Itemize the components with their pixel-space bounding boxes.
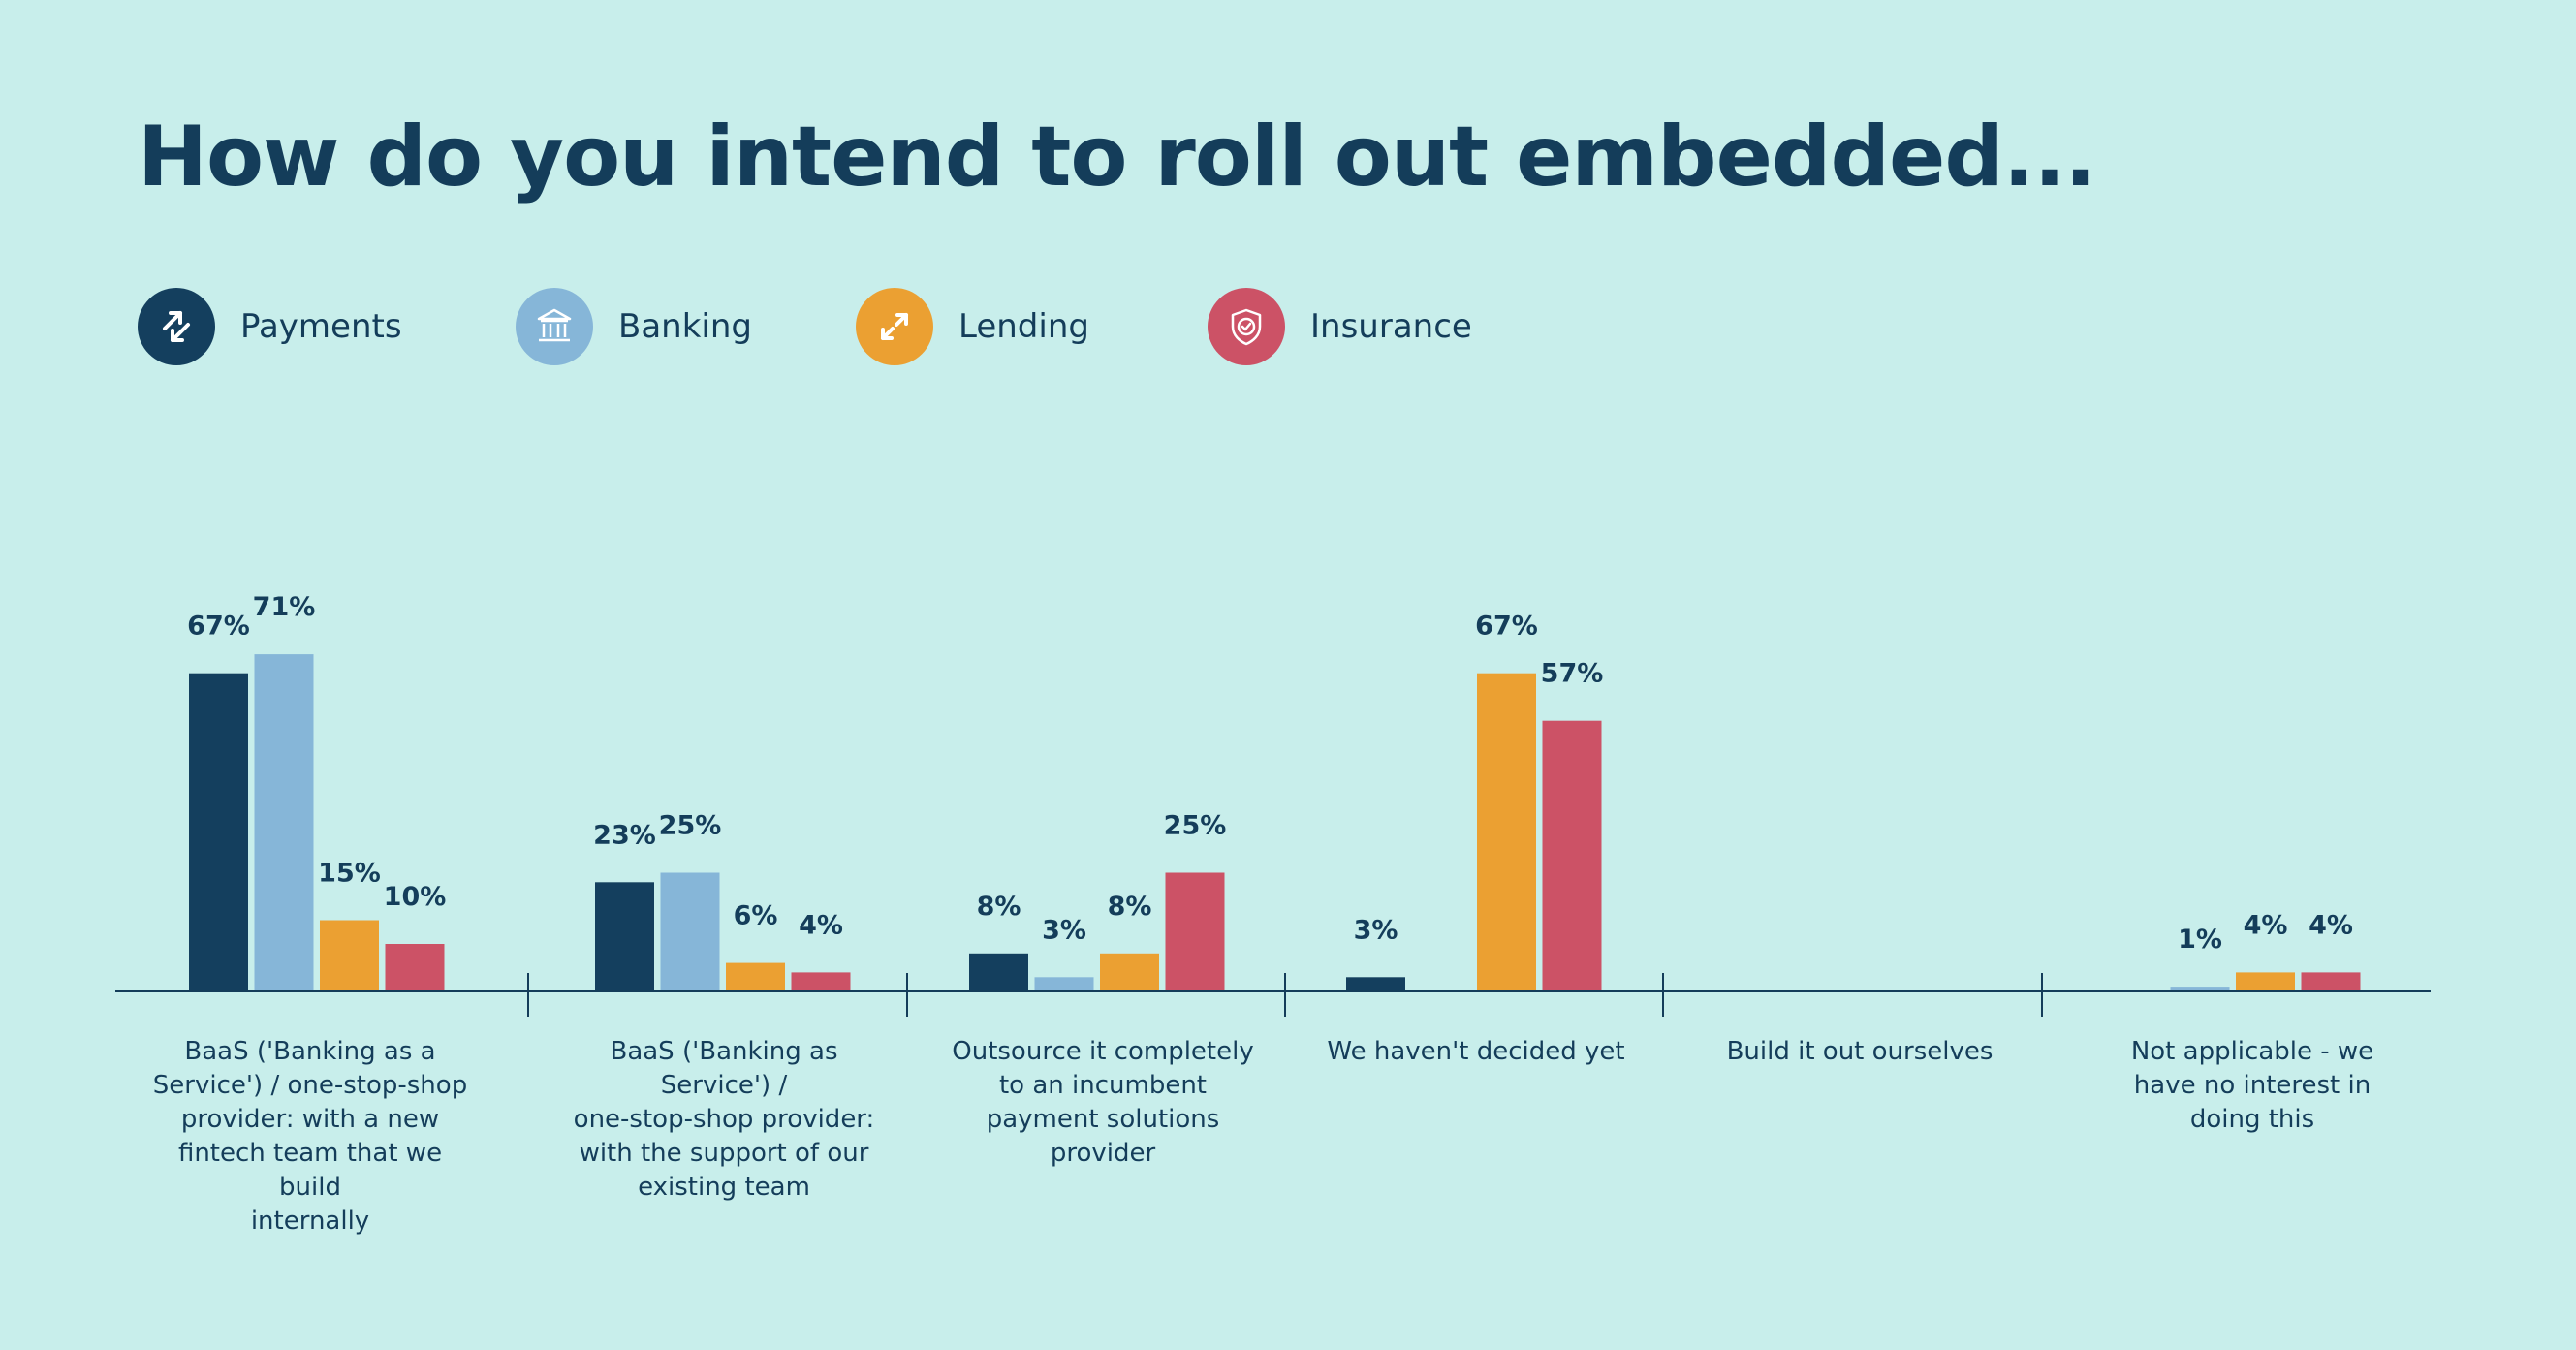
- bar-banking-1: [660, 872, 720, 991]
- category-label-0: BaaS ('Banking as a Service') / one-stop-…: [150, 1035, 470, 1239]
- bar-payments-0: [189, 673, 248, 991]
- category-label-line: Not applicable - we: [2130, 1037, 2374, 1066]
- bar-banking-2: [1034, 977, 1094, 991]
- category-label-line: fintech team that we build: [177, 1139, 443, 1202]
- value-label-lending-3: 67%: [1475, 612, 1538, 642]
- category-label-5: Not applicable - we have no interest in do…: [2092, 1035, 2412, 1137]
- value-label-payments-3: 3%: [1354, 915, 1398, 945]
- value-label-payments-2: 8%: [977, 892, 1021, 922]
- bar-lending-2: [1100, 953, 1159, 991]
- bar-payments-3: [1346, 977, 1405, 991]
- bar-lending-5: [2236, 972, 2295, 991]
- value-label-payments-1: 23%: [593, 820, 656, 850]
- bar-banking-5: [2170, 987, 2230, 991]
- value-label-insurance-2: 25%: [1164, 811, 1227, 841]
- value-label-lending-1: 6%: [734, 901, 778, 931]
- bar-lending-1: [726, 962, 785, 991]
- legend-item-payments: Payments: [138, 288, 402, 365]
- value-label-banking-5: 1%: [2178, 925, 2222, 955]
- category-label-2: Outsource it completely to an incumbent pa…: [943, 1035, 1263, 1171]
- category-label-line: to an incumbent: [998, 1071, 1208, 1100]
- category-label-1: BaaS ('Banking as Service') / one-stop-sho…: [564, 1035, 884, 1205]
- category-label-line: BaaS ('Banking as a: [184, 1037, 436, 1066]
- legend-label-lending: Lending: [958, 307, 1089, 346]
- value-label-lending-2: 8%: [1108, 892, 1152, 922]
- category-label-line: one-stop-shop provider:: [573, 1105, 875, 1134]
- value-label-insurance-1: 4%: [799, 910, 843, 940]
- bar-lending-0: [320, 920, 379, 991]
- category-label-line: with the support of our: [579, 1139, 869, 1168]
- value-label-banking-1: 25%: [659, 811, 722, 841]
- bar-insurance-3: [1542, 720, 1602, 991]
- bar-insurance-2: [1165, 872, 1225, 991]
- legend-item-lending: Lending: [856, 288, 1089, 365]
- legend-item-banking: Banking: [516, 288, 752, 365]
- category-label-line: doing this: [2189, 1105, 2315, 1134]
- legend-label-payments: Payments: [240, 307, 402, 346]
- legend-label-banking: Banking: [618, 307, 752, 346]
- category-label-line: have no interest in: [2133, 1071, 2372, 1100]
- shield-check-icon: [1208, 288, 1285, 365]
- bar-insurance-1: [791, 972, 851, 991]
- value-label-insurance-3: 57%: [1541, 659, 1604, 689]
- diagonal-arrows-icon: [856, 288, 933, 365]
- bar-payments-1: [595, 882, 654, 991]
- category-label-line: Outsource it completely: [952, 1037, 1254, 1066]
- bar-payments-2: [969, 953, 1028, 991]
- category-label-line: internally: [250, 1207, 370, 1236]
- category-label-line: BaaS ('Banking as: [610, 1037, 838, 1066]
- category-label-3: We haven't decided yet: [1316, 1035, 1636, 1069]
- payments-icon: [138, 288, 215, 365]
- legend-label-insurance: Insurance: [1310, 307, 1472, 346]
- bar-lending-3: [1477, 673, 1536, 991]
- bank-building-icon: [516, 288, 593, 365]
- category-label-4: Build it out ourselves: [1700, 1035, 2020, 1069]
- value-label-lending-0: 15%: [318, 859, 381, 889]
- category-label-line: Service') / one-stop-shop: [152, 1071, 468, 1100]
- category-label-line: provider: with a new: [180, 1105, 440, 1134]
- category-label-line: We haven't decided yet: [1327, 1037, 1625, 1066]
- category-label-line: Build it out ourselves: [1726, 1037, 1994, 1066]
- bar-banking-0: [254, 654, 314, 991]
- bar-insurance-0: [385, 944, 445, 991]
- value-label-banking-0: 71%: [253, 592, 316, 622]
- value-label-insurance-0: 10%: [384, 882, 447, 912]
- value-label-payments-0: 67%: [187, 612, 250, 642]
- bar-insurance-5: [2301, 972, 2361, 991]
- category-label-line: existing team: [638, 1173, 810, 1202]
- value-label-banking-2: 3%: [1042, 915, 1086, 945]
- category-label-line: Service') /: [660, 1071, 788, 1100]
- value-label-insurance-5: 4%: [2309, 910, 2353, 940]
- value-label-lending-5: 4%: [2244, 910, 2288, 940]
- category-label-line: payment solutions: [986, 1105, 1220, 1134]
- legend-item-insurance: Insurance: [1208, 288, 1472, 365]
- category-label-line: provider: [1050, 1139, 1156, 1168]
- chart-title: How do you intend to roll out embedded..…: [138, 109, 2096, 205]
